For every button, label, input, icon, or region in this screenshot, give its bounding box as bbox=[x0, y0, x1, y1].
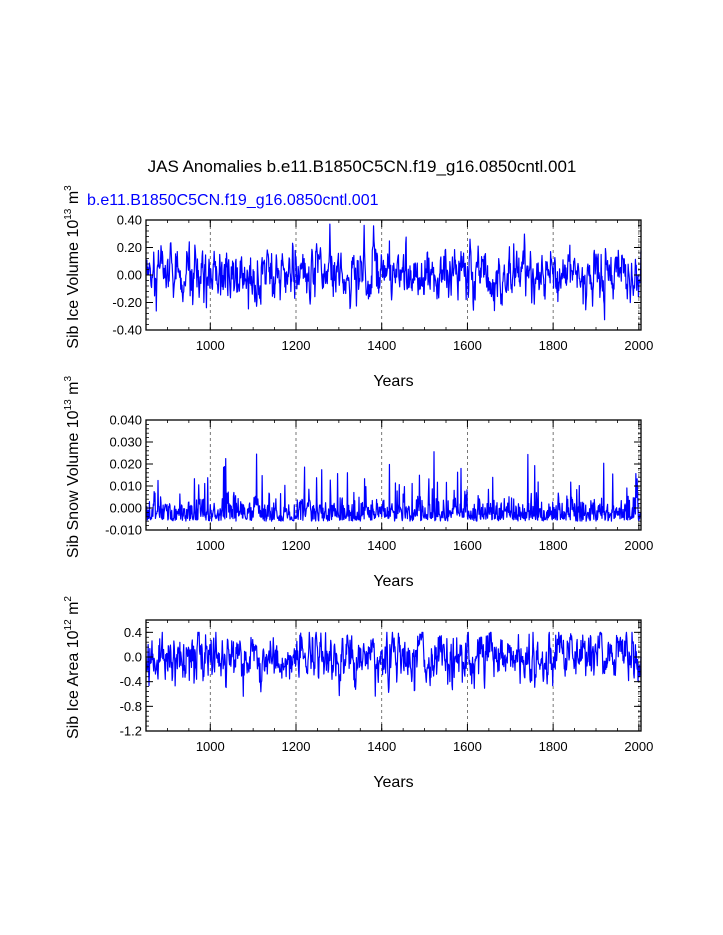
y-tick-label: -0.20 bbox=[112, 295, 142, 310]
x-tick-label: 1400 bbox=[367, 739, 396, 754]
y-tick-label: -0.8 bbox=[120, 699, 142, 714]
y-axis-label-part: m bbox=[65, 382, 82, 400]
y-axis-label-superscript: 13 bbox=[63, 208, 74, 220]
y-tick-label: -0.4 bbox=[120, 674, 142, 689]
plot-frame bbox=[145, 419, 642, 531]
x-tick-label: 1400 bbox=[367, 538, 396, 553]
y-tick-label: -0.010 bbox=[105, 523, 142, 538]
y-axis-label-part: Sib Snow Volume 10 bbox=[65, 410, 82, 558]
y-axis-label: Sib Snow Volume 1013 m3 bbox=[63, 376, 82, 559]
x-tick-label: 1800 bbox=[539, 338, 568, 353]
y-tick-label: 0.4 bbox=[124, 625, 142, 640]
y-tick-label: 0.0 bbox=[124, 650, 142, 665]
y-axis-label-superscript: 3 bbox=[63, 376, 74, 382]
y-tick-label: 0.40 bbox=[117, 213, 142, 228]
y-tick-label: 0.00 bbox=[117, 268, 142, 283]
plot-frame bbox=[145, 619, 642, 732]
series-line-1 bbox=[145, 223, 642, 321]
y-tick-label: 0.010 bbox=[109, 479, 142, 494]
figure-subtitle: b.e11.B1850C5CN.f19_g16.0850cntl.001 bbox=[87, 192, 379, 209]
x-tick-label: 1200 bbox=[282, 739, 311, 754]
x-tick-label: 2000 bbox=[624, 538, 653, 553]
y-tick-label: 0.020 bbox=[109, 457, 142, 472]
x-axis-label: Years bbox=[373, 373, 413, 390]
series-line-3 bbox=[145, 631, 642, 697]
y-tick-label: 0.040 bbox=[109, 413, 142, 428]
x-tick-label: 1200 bbox=[282, 338, 311, 353]
y-axis-label-part: m bbox=[65, 602, 82, 620]
x-tick-label: 1000 bbox=[196, 538, 225, 553]
series-line-2 bbox=[145, 451, 642, 522]
y-axis-label-part: Sib Ice Volume 10 bbox=[65, 220, 82, 349]
x-tick-label: 2000 bbox=[624, 739, 653, 754]
y-tick-label: 0.20 bbox=[117, 240, 142, 255]
y-axis-label-superscript: 3 bbox=[63, 185, 74, 191]
x-tick-label: 1400 bbox=[367, 338, 396, 353]
chart-panel-1: -0.40 -0.20 0.00 0.20 0.40 1000 1200 1400 1600 18… bbox=[63, 185, 653, 390]
chart-panel-3: -1.2 -0.8 -0.4 0.0 0.4 1000 1200 1400 1600 1800 20… bbox=[63, 596, 653, 791]
y-tick-label: 0.030 bbox=[109, 435, 142, 450]
y-axis-label-superscript: 13 bbox=[63, 399, 74, 411]
y-tick-label: -1.2 bbox=[120, 724, 142, 739]
y-tick-label: -0.40 bbox=[112, 323, 142, 338]
y-axis-label: Sib Ice Area 1012 m2 bbox=[63, 596, 82, 739]
x-tick-label: 1600 bbox=[453, 538, 482, 553]
y-axis-label-superscript: 12 bbox=[63, 619, 74, 631]
x-axis-label: Years bbox=[373, 573, 413, 590]
y-axis-label-part: m bbox=[65, 191, 82, 209]
x-tick-label: 2000 bbox=[624, 338, 653, 353]
chart-panel-2: -0.010 0.000 0.010 0.020 0.030 0.040 1000 1200 1… bbox=[63, 376, 653, 591]
y-axis-label: Sib Ice Volume 1013 m3 bbox=[63, 185, 82, 349]
x-axis-label: Years bbox=[373, 774, 413, 791]
x-tick-label: 1800 bbox=[539, 538, 568, 553]
y-tick-label: 0.000 bbox=[109, 501, 142, 516]
x-tick-label: 1800 bbox=[539, 739, 568, 754]
x-tick-label: 1000 bbox=[196, 739, 225, 754]
x-tick-label: 1600 bbox=[453, 739, 482, 754]
y-axis-label-superscript: 2 bbox=[63, 596, 74, 602]
x-tick-label: 1000 bbox=[196, 338, 225, 353]
y-axis-label-part: Sib Ice Area 10 bbox=[65, 630, 82, 739]
panels: -0.40 -0.20 0.00 0.20 0.40 1000 1200 1400 1600 18… bbox=[63, 185, 653, 791]
x-tick-label: 1200 bbox=[282, 538, 311, 553]
x-tick-label: 1600 bbox=[453, 338, 482, 353]
figure-title: JAS Anomalies b.e11.B1850C5CN.f19_g16.08… bbox=[148, 157, 577, 176]
